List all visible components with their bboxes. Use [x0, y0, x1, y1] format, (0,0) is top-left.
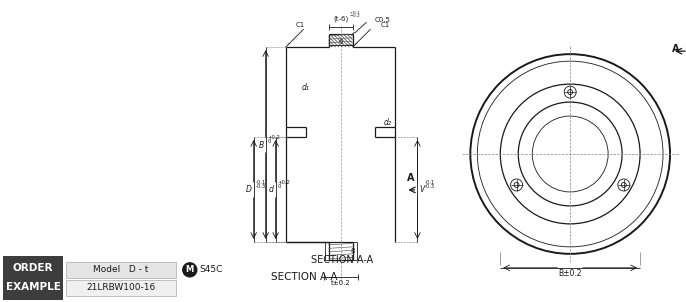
Text: 0: 0: [268, 139, 271, 144]
Text: +0.2: +0.2: [268, 135, 281, 140]
Text: d₂: d₂: [383, 117, 392, 127]
Bar: [3, 256, 63, 300]
Text: A: A: [672, 44, 680, 54]
Text: +0.2: +0.2: [278, 180, 290, 185]
Text: M: M: [186, 265, 194, 274]
Circle shape: [182, 263, 197, 277]
Bar: [66, 280, 176, 296]
Text: B±0.2: B±0.2: [558, 269, 582, 278]
Text: SECTION A-A: SECTION A-A: [311, 255, 372, 265]
Text: EXAMPLE: EXAMPLE: [5, 282, 60, 292]
Text: V: V: [419, 185, 425, 194]
Text: SECTION A-A: SECTION A-A: [271, 272, 337, 282]
Text: C1: C1: [296, 22, 305, 28]
Text: ORDER: ORDER: [13, 263, 54, 273]
Text: B: B: [259, 140, 263, 149]
Text: -0.3: -0.3: [256, 184, 265, 189]
Text: -0.1: -0.1: [256, 180, 266, 185]
Text: 6: 6: [338, 39, 343, 45]
Text: -0.1: -0.1: [425, 180, 435, 185]
Text: 21LRBW100-16: 21LRBW100-16: [86, 283, 156, 292]
Text: -0.3: -0.3: [425, 184, 434, 189]
Text: d₁: d₁: [302, 83, 309, 92]
Text: Model   D - t: Model D - t: [93, 265, 149, 274]
Text: t±0.2: t±0.2: [331, 280, 351, 286]
Text: D: D: [246, 185, 252, 194]
Text: (t-6): (t-6): [333, 16, 348, 22]
Text: 8: 8: [351, 248, 355, 254]
Text: C1: C1: [381, 22, 390, 28]
Text: S45C: S45C: [200, 265, 223, 274]
Text: $^{+0.1}_{-0.2}$: $^{+0.1}_{-0.2}$: [348, 9, 361, 20]
Bar: [66, 262, 176, 278]
Text: A: A: [407, 173, 415, 183]
Text: 0: 0: [278, 184, 281, 189]
Text: C0.5: C0.5: [375, 17, 390, 23]
Text: d: d: [269, 185, 274, 194]
